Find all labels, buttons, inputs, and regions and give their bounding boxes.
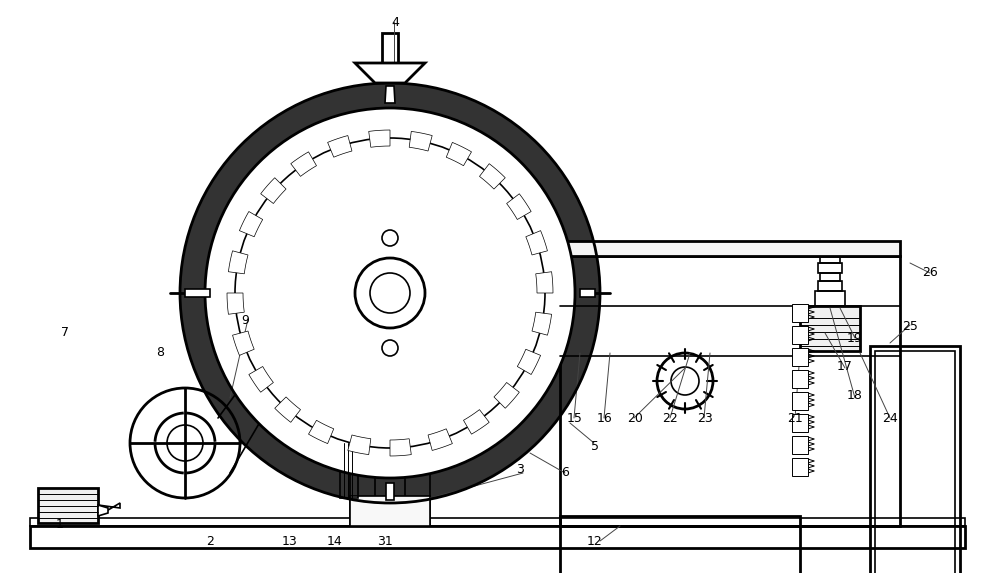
- Polygon shape: [355, 63, 425, 83]
- Text: 19: 19: [847, 332, 863, 344]
- Text: 17: 17: [837, 360, 853, 373]
- Text: 2: 2: [206, 535, 214, 548]
- Polygon shape: [98, 505, 108, 516]
- Polygon shape: [275, 397, 301, 422]
- Polygon shape: [446, 143, 472, 166]
- Polygon shape: [328, 136, 352, 157]
- Polygon shape: [291, 152, 316, 176]
- Text: 18: 18: [847, 389, 863, 402]
- Polygon shape: [536, 272, 553, 293]
- Text: 23: 23: [697, 412, 713, 425]
- Polygon shape: [517, 350, 541, 375]
- Bar: [800, 306, 860, 351]
- Polygon shape: [464, 410, 489, 434]
- Bar: [340, 443, 358, 498]
- Text: 4: 4: [391, 17, 399, 29]
- Bar: [560, 516, 800, 573]
- Polygon shape: [233, 331, 254, 355]
- Text: 15: 15: [567, 412, 583, 425]
- Polygon shape: [228, 251, 248, 274]
- Bar: [38, 488, 98, 523]
- Polygon shape: [792, 304, 808, 322]
- Polygon shape: [185, 289, 210, 297]
- Bar: [875, 351, 955, 573]
- Text: 26: 26: [922, 266, 938, 278]
- Polygon shape: [261, 178, 286, 203]
- Bar: [350, 496, 430, 526]
- Text: 24: 24: [882, 412, 898, 425]
- Text: 5: 5: [591, 441, 599, 453]
- Polygon shape: [792, 348, 808, 366]
- Polygon shape: [507, 194, 531, 219]
- Bar: [815, 291, 845, 306]
- Polygon shape: [385, 86, 395, 103]
- Text: 21: 21: [787, 412, 803, 425]
- Polygon shape: [792, 326, 808, 344]
- Polygon shape: [369, 130, 390, 147]
- Text: 31: 31: [377, 535, 393, 548]
- Polygon shape: [580, 289, 595, 297]
- Bar: [820, 255, 840, 263]
- Text: 1: 1: [56, 518, 64, 531]
- Polygon shape: [308, 421, 334, 444]
- Text: 16: 16: [597, 412, 613, 425]
- Bar: [382, 33, 398, 63]
- Polygon shape: [227, 293, 244, 314]
- Polygon shape: [239, 211, 263, 237]
- Polygon shape: [526, 230, 547, 255]
- Text: 12: 12: [587, 535, 603, 548]
- Polygon shape: [494, 383, 519, 408]
- Bar: [560, 241, 900, 256]
- Text: 25: 25: [902, 320, 918, 333]
- Text: 6: 6: [561, 466, 569, 479]
- Polygon shape: [792, 414, 808, 432]
- Bar: [820, 273, 840, 281]
- Polygon shape: [792, 392, 808, 410]
- Bar: [560, 256, 900, 526]
- Text: 22: 22: [662, 412, 678, 425]
- Bar: [405, 346, 430, 526]
- Bar: [818, 281, 842, 291]
- Text: 9: 9: [241, 315, 249, 327]
- Bar: [30, 526, 965, 548]
- Text: 20: 20: [627, 412, 643, 425]
- Polygon shape: [532, 312, 552, 335]
- Bar: [350, 346, 375, 526]
- Circle shape: [180, 83, 600, 503]
- Polygon shape: [792, 436, 808, 454]
- Polygon shape: [386, 483, 394, 500]
- Polygon shape: [249, 367, 273, 393]
- Bar: [870, 346, 960, 573]
- Polygon shape: [390, 439, 411, 456]
- Text: 7: 7: [61, 326, 69, 339]
- Polygon shape: [348, 435, 371, 454]
- Circle shape: [205, 108, 575, 478]
- Polygon shape: [428, 429, 452, 450]
- Polygon shape: [792, 458, 808, 476]
- Polygon shape: [409, 131, 432, 151]
- Text: 13: 13: [282, 535, 298, 548]
- Text: 3: 3: [516, 464, 524, 476]
- Text: 8: 8: [156, 346, 164, 359]
- Polygon shape: [792, 370, 808, 388]
- Bar: [30, 518, 965, 526]
- Text: 14: 14: [327, 535, 343, 548]
- Bar: [818, 263, 842, 273]
- Polygon shape: [479, 164, 505, 189]
